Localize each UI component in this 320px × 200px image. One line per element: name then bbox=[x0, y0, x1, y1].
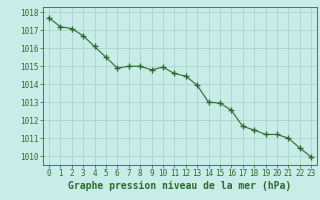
X-axis label: Graphe pression niveau de la mer (hPa): Graphe pression niveau de la mer (hPa) bbox=[68, 181, 292, 191]
